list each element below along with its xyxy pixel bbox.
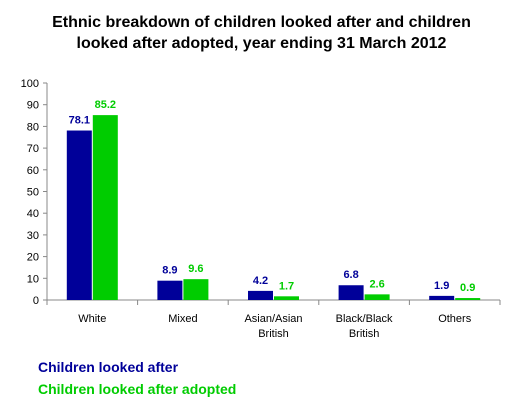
bar-looked-after: [248, 290, 273, 300]
data-label: 78.1: [69, 115, 90, 127]
bar-adopted: [364, 294, 390, 300]
data-label: 8.9: [162, 265, 177, 277]
legend-children-looked-after: Children looked after: [38, 359, 179, 375]
y-tick-label: 90: [27, 100, 39, 112]
x-tick-label: Mixed: [168, 313, 197, 325]
bar-looked-after: [338, 285, 364, 300]
legend-children-looked-after-adopted: Children looked after adopted: [38, 381, 237, 397]
x-tick-label: Black/Black: [336, 313, 393, 325]
y-tick-label: 40: [27, 208, 39, 220]
bar-adopted: [455, 298, 481, 300]
x-tick-label: Others: [438, 313, 472, 325]
y-tick-label: 20: [27, 252, 39, 264]
y-tick-label: 100: [21, 78, 39, 90]
y-tick-label: 70: [27, 143, 39, 155]
data-label: 6.8: [343, 269, 358, 281]
chart-title: Ethnic breakdown of children looked afte…: [52, 14, 471, 52]
data-label: 1.7: [279, 280, 294, 292]
data-label: 0.9: [460, 282, 475, 294]
data-label: 4.2: [253, 275, 268, 287]
y-tick-label: 50: [27, 187, 39, 199]
y-tick-label: 80: [27, 121, 39, 133]
bar-adopted: [274, 296, 299, 300]
x-tick-label: British: [258, 328, 289, 340]
bar-adopted: [183, 279, 209, 300]
y-tick-label: 60: [27, 165, 39, 177]
data-label: 1.9: [434, 280, 449, 292]
y-tick-label: 0: [33, 295, 39, 307]
bar-looked-after: [157, 280, 183, 300]
bar-adopted: [92, 115, 118, 300]
x-tick-label: British: [349, 328, 380, 340]
x-tick-label: White: [78, 313, 106, 325]
bar-looked-after: [66, 130, 92, 300]
data-label: 85.2: [95, 99, 116, 111]
data-label: 9.6: [188, 263, 203, 275]
data-label: 2.6: [369, 278, 384, 290]
bar-looked-after: [429, 295, 455, 300]
y-tick-label: 10: [27, 273, 39, 285]
x-tick-label: Asian/Asian: [244, 313, 302, 325]
y-tick-label: 30: [27, 230, 39, 242]
